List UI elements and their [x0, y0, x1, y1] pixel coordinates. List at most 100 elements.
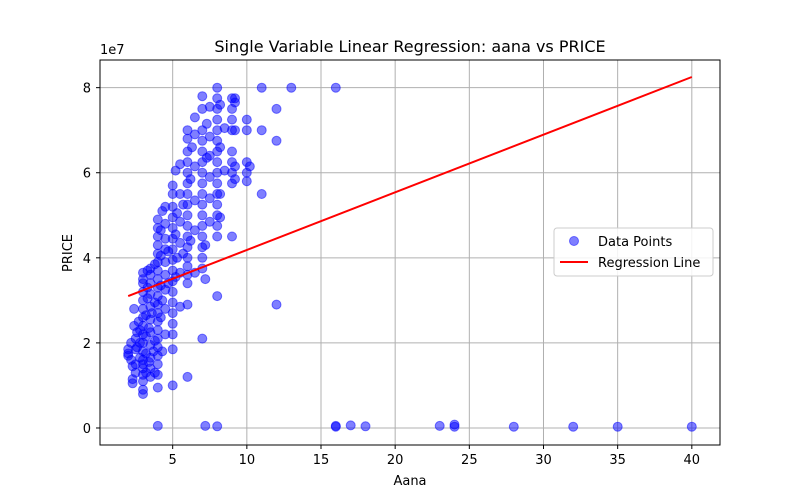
data-point: [167, 344, 178, 355]
data-point: [197, 167, 208, 178]
data-point: [256, 82, 267, 93]
data-point: [197, 189, 208, 199]
data-point: [152, 382, 163, 393]
data-point: [197, 178, 208, 189]
data-point: [212, 291, 223, 302]
data-point: [167, 244, 178, 255]
data-point: [170, 229, 181, 240]
data-point: [256, 189, 267, 199]
chart-title: Single Variable Linear Regression: aana …: [214, 37, 605, 56]
x-tick-label: 30: [535, 453, 552, 468]
data-point: [230, 93, 240, 104]
data-point: [172, 208, 183, 219]
data-point: [330, 421, 341, 432]
data-point: [286, 82, 297, 93]
data-point: [167, 329, 178, 340]
legend-marker-data-points: [569, 236, 579, 246]
data-point: [227, 146, 237, 157]
data-point: [212, 178, 223, 189]
data-point: [360, 421, 371, 432]
data-point: [155, 312, 166, 323]
data-point: [230, 161, 240, 172]
data-point: [568, 421, 579, 432]
data-point: [167, 286, 178, 297]
data-point: [204, 172, 215, 182]
y-axis-label: PRICE: [61, 234, 76, 272]
data-points-layer: [123, 82, 697, 432]
data-point: [230, 125, 240, 136]
data-point: [215, 189, 226, 199]
data-point: [227, 231, 237, 242]
data-point: [160, 218, 171, 229]
plot-area-frame: [99, 59, 721, 446]
data-point: [345, 420, 356, 431]
data-point: [197, 91, 208, 102]
data-point: [182, 157, 193, 168]
data-point: [182, 125, 193, 136]
data-point: [129, 303, 140, 314]
data-point: [197, 210, 208, 221]
data-point: [204, 216, 215, 227]
data-point: [185, 235, 196, 246]
data-point: [227, 114, 237, 125]
data-point: [175, 216, 186, 227]
data-point: [157, 295, 168, 306]
data-point: [167, 297, 178, 308]
data-point: [185, 174, 196, 185]
data-point: [271, 299, 282, 310]
data-point: [197, 231, 208, 242]
data-point: [182, 210, 193, 221]
data-point: [212, 421, 223, 432]
regression-line: [127, 76, 693, 298]
data-point: [204, 193, 215, 204]
data-point: [182, 252, 193, 263]
y-offset-label: 1e7: [100, 43, 125, 58]
data-point: [197, 220, 208, 231]
y-tick-label: 6: [83, 167, 91, 182]
data-point: [212, 157, 223, 168]
data-point: [200, 420, 211, 431]
data-point: [197, 333, 208, 344]
x-tick-label: 10: [239, 453, 256, 468]
y-tick-label: 0: [83, 422, 91, 437]
x-tick-label: 40: [684, 453, 701, 468]
data-point: [449, 421, 460, 432]
data-point: [182, 189, 193, 199]
data-point: [182, 261, 193, 272]
data-point: [215, 99, 226, 110]
data-point: [182, 299, 193, 310]
data-point: [189, 129, 200, 140]
data-point: [200, 240, 211, 251]
data-point: [241, 176, 252, 187]
data-point: [152, 369, 163, 380]
data-point: [175, 237, 186, 248]
regression-line-layer: [127, 76, 693, 298]
data-point: [200, 274, 211, 285]
data-point: [182, 278, 193, 289]
data-point: [197, 252, 208, 263]
x-axis-label: Aana: [393, 474, 426, 489]
data-point: [167, 180, 178, 191]
data-point: [241, 125, 252, 136]
data-point: [197, 135, 208, 146]
data-point: [182, 220, 193, 231]
data-point: [330, 82, 341, 93]
data-point: [182, 371, 193, 382]
x-tick-label: 5: [169, 453, 177, 468]
data-point: [167, 308, 178, 319]
data-point: [215, 142, 226, 153]
data-point: [160, 303, 171, 314]
data-point: [434, 420, 445, 431]
data-point: [215, 212, 226, 223]
data-point: [212, 231, 223, 242]
data-point: [204, 131, 215, 142]
data-point: [167, 380, 178, 391]
y-axis-ticks: 0 2 4 6 8: [83, 82, 100, 437]
data-point: [612, 421, 623, 432]
data-point: [152, 420, 163, 431]
x-tick-label: 25: [461, 453, 478, 468]
data-point: [182, 199, 193, 210]
data-point: [189, 161, 200, 172]
y-tick-label: 2: [83, 337, 91, 352]
